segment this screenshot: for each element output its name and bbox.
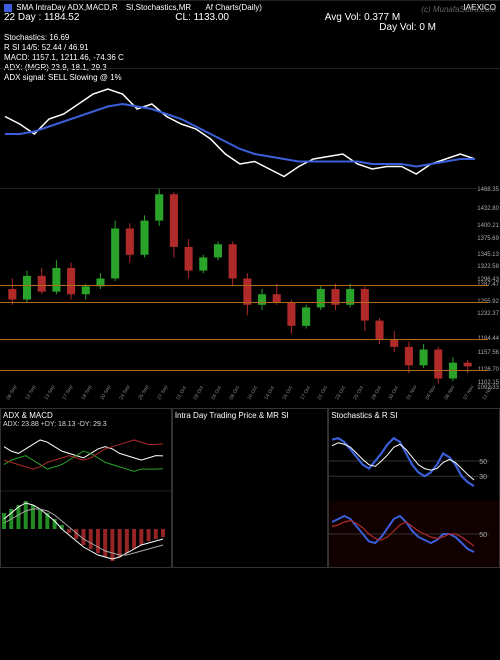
stochastics-label: Stochastics: 16.69: [4, 33, 496, 43]
price-axis-label: 1345.13: [476, 252, 500, 258]
stochastics-title: Stochastics & R SI: [329, 409, 499, 422]
intraday-panel: Intra Day Trading Price & MR SI: [172, 408, 328, 568]
close-value: CL: 1133.00: [175, 13, 229, 23]
legend-text-1: SMA IntraDay ADX,MACD,R: [16, 3, 117, 12]
macd-label: MACD: 1157.1, 1211.46, -74.36 C: [4, 53, 496, 63]
dayvol-value: Day Vol: 0 M: [379, 23, 436, 33]
price-axis-label: 1232.37: [476, 311, 500, 317]
legend-text-2: SI,Stochastics,MR: [126, 3, 191, 12]
legend-color-box: [4, 4, 12, 12]
price-axis-label: 1400.21: [476, 223, 500, 229]
sma-line-panel: [0, 68, 500, 188]
price-axis-label: 1322.58: [476, 264, 500, 270]
indicator-sub-row: ADX & MACD ADX: 23.88 +DY: 18.13 -DY: 29…: [0, 408, 500, 568]
date-axis: 04 Sep06 Sep12 Sep13 Sep17 Sep18 Sep20 S…: [0, 388, 470, 408]
rsi-label: R SI 14/5: 52.44 / 46.91: [4, 43, 496, 53]
intraday-title: Intra Day Trading Price & MR SI: [173, 409, 327, 422]
legend-text-3: Af Charts(Daily): [205, 3, 261, 12]
price-axis-label: 1468.35: [476, 187, 500, 193]
price-axis-label: 1432.80: [476, 206, 500, 212]
adx-values-label: ADX: 23.88 +DY: 18.13 -DY: 29.3: [3, 421, 107, 428]
chart-header: SMA IntraDay ADX,MACD,R SI,Stochastics,M…: [0, 0, 500, 68]
watermark: (c) MunafaSutra.com: [421, 5, 496, 15]
price-axis-label: 1375.69: [476, 236, 500, 242]
svg-text:50: 50: [479, 459, 487, 466]
svg-text:50: 50: [479, 532, 487, 539]
svg-text:30: 30: [479, 474, 487, 481]
stochastics-panel: Stochastics & R SI 50 30 50: [328, 408, 500, 568]
price-axis-label: 1157.56: [477, 350, 500, 356]
adx-macd-panel: ADX & MACD ADX: 23.88 +DY: 18.13 -DY: 29…: [0, 408, 172, 568]
candlestick-panel: 1468.35 1432.80 1400.21 1375.69 1345.13 1322.…: [0, 188, 500, 408]
day-value: 22 Day : 1184.52: [4, 13, 79, 23]
